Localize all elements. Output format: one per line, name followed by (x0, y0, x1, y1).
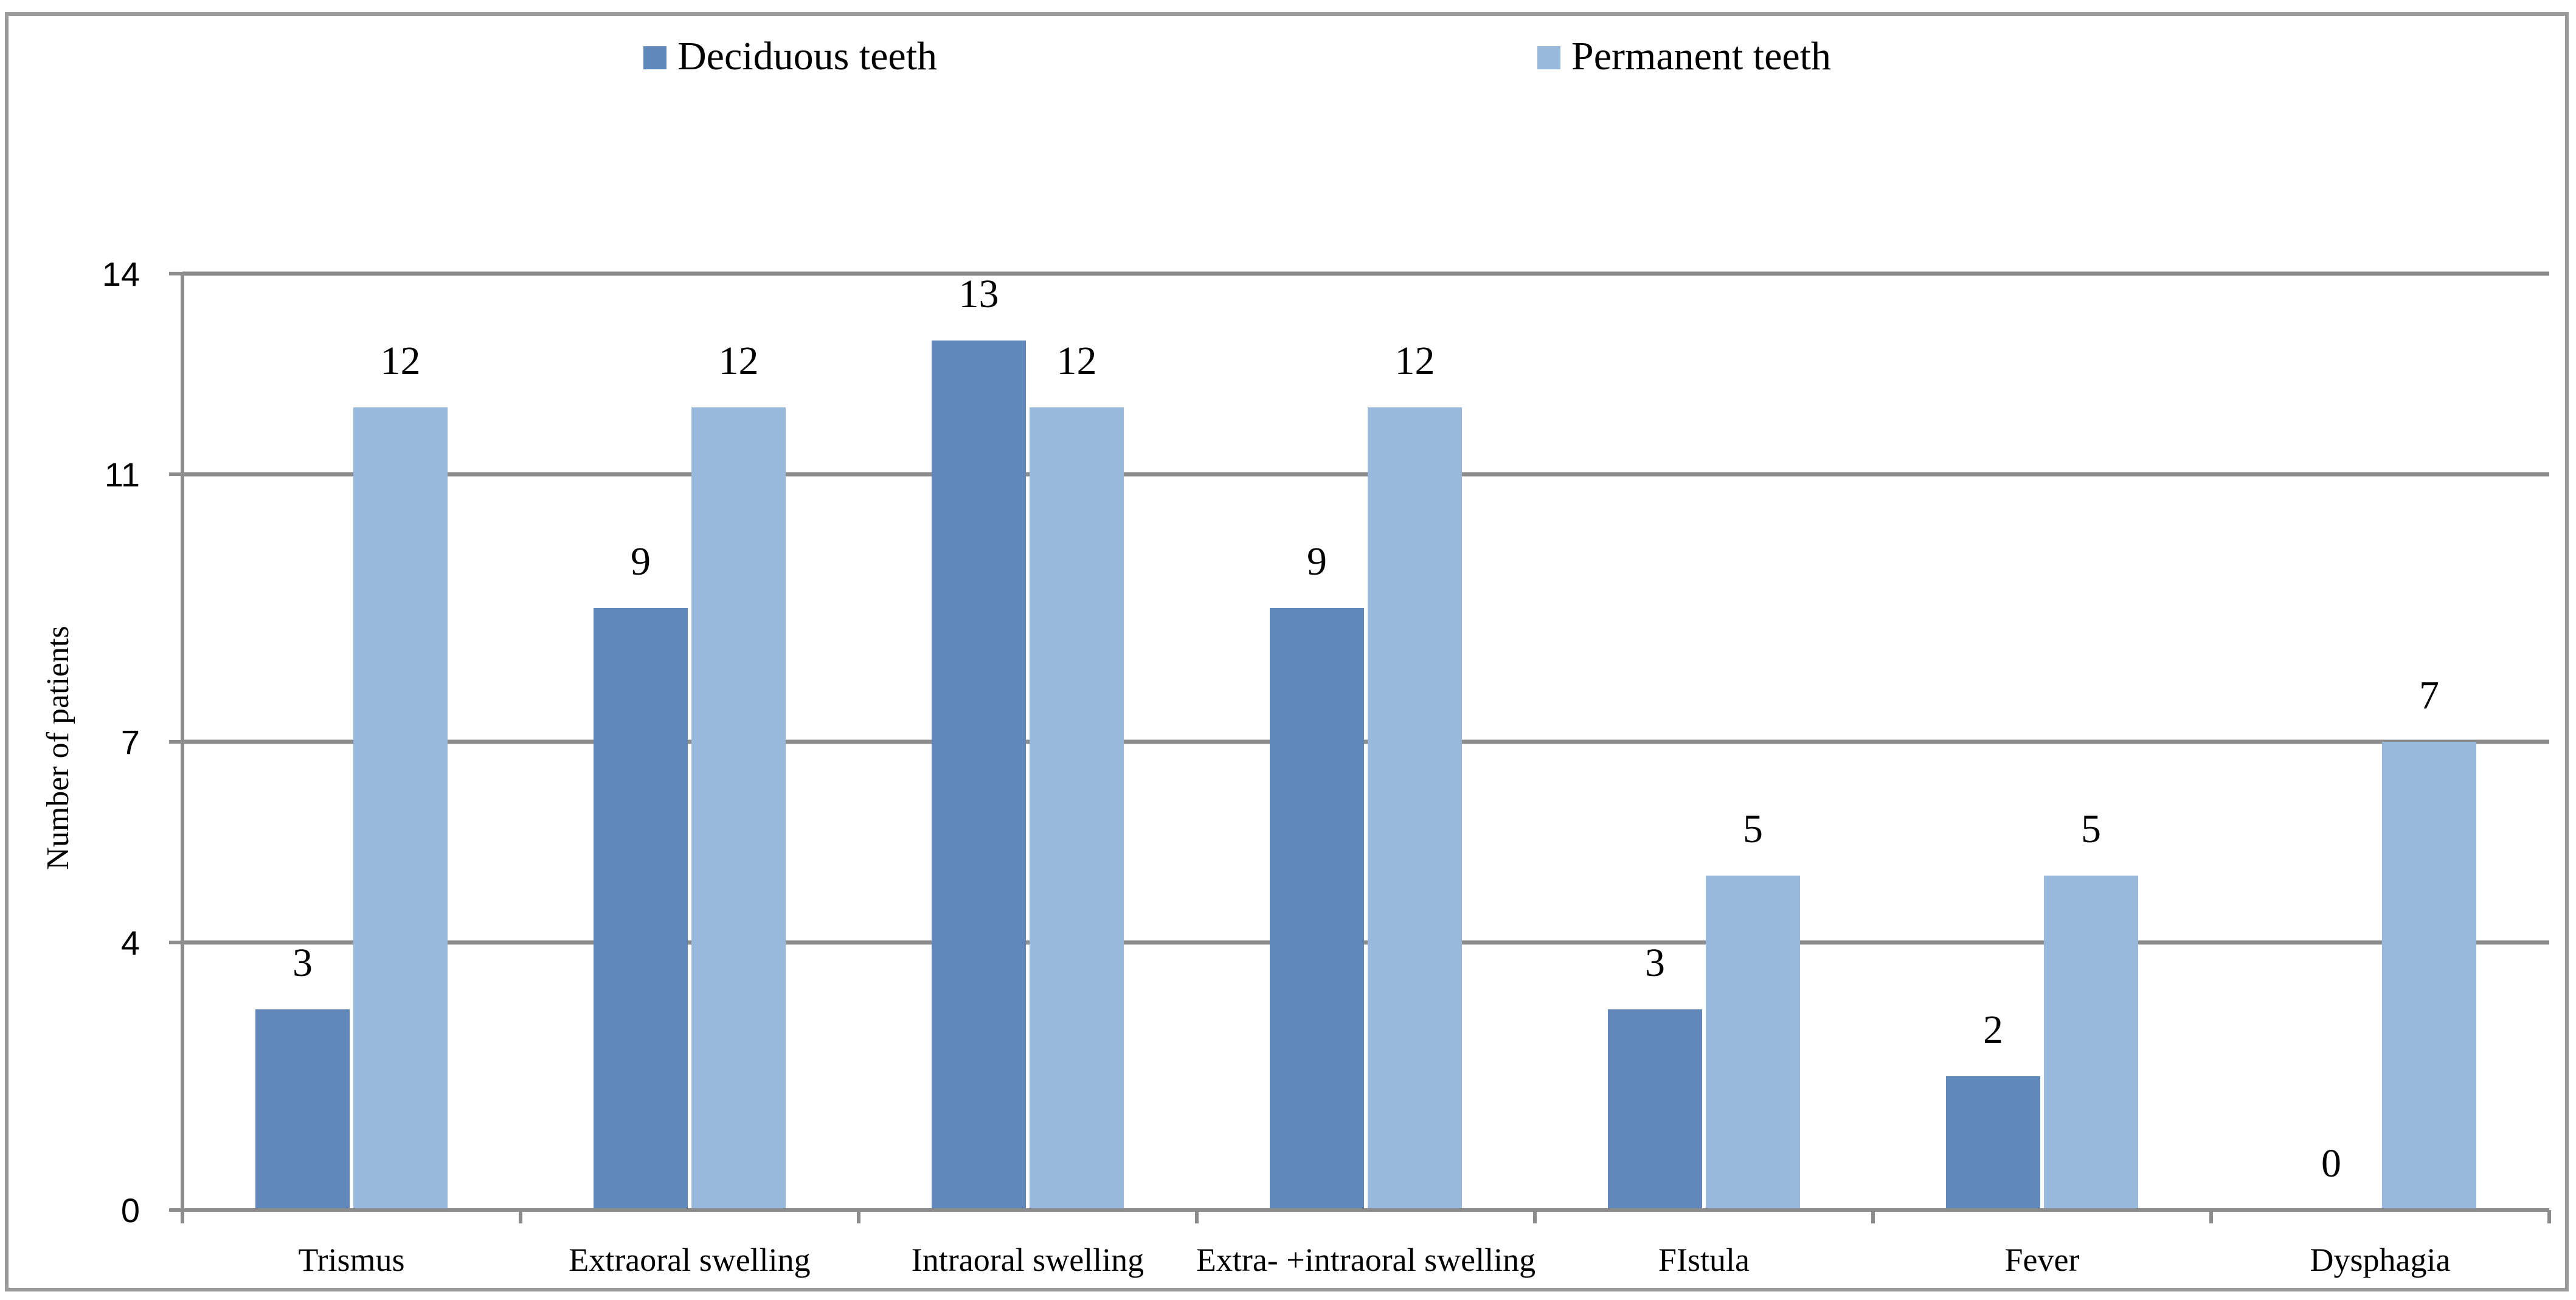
bar-deciduous (1608, 1009, 1702, 1210)
data-label: 0 (2321, 1141, 2341, 1186)
x-category-label: Extraoral swelling (569, 1242, 810, 1278)
bar-permanent (353, 407, 448, 1210)
data-label: 5 (2081, 807, 2101, 851)
x-category-label: Extra- +intraoral swelling (1196, 1242, 1536, 1278)
data-label: 3 (1645, 941, 1665, 985)
y-tick-label: 14 (102, 255, 140, 293)
legend-label: Deciduous teeth (677, 34, 937, 78)
data-label: 12 (719, 339, 759, 383)
x-category-label: Intraoral swelling (912, 1242, 1144, 1278)
y-tick-label: 0 (121, 1191, 140, 1229)
legend-swatch (1537, 46, 1560, 69)
data-label: 7 (2419, 673, 2439, 717)
bar-deciduous (932, 341, 1026, 1210)
data-label: 3 (293, 941, 313, 985)
legend-swatch (643, 46, 667, 69)
gridlines (182, 271, 2549, 945)
data-label: 9 (631, 539, 651, 584)
y-axis-title: Number of patients (41, 626, 75, 870)
y-tick-label: 11 (105, 455, 140, 494)
x-category-label: FIstula (1658, 1242, 1750, 1278)
data-label: 12 (381, 339, 421, 383)
labels: 0 4 7 11 14 Trismus 3 12 Extraoral swelling 9 12 In… (102, 255, 2451, 1278)
y-tick-label: 7 (121, 723, 140, 761)
bar-permanent (2044, 876, 2138, 1210)
bar-deciduous (255, 1009, 350, 1210)
bar-permanent (1368, 407, 1462, 1210)
data-label: 9 (1307, 539, 1327, 584)
bar-permanent (1030, 407, 1124, 1210)
data-label: 12 (1395, 339, 1435, 383)
bar-deciduous (594, 608, 688, 1210)
y-tick-label: 4 (121, 924, 140, 962)
bar-deciduous (1946, 1076, 2040, 1210)
bars (255, 341, 2476, 1210)
bar-deciduous (1270, 608, 1364, 1210)
bar-permanent (1706, 876, 1800, 1210)
data-label: 13 (959, 272, 999, 316)
data-label: 5 (1743, 807, 1763, 851)
data-label: 2 (1983, 1008, 2003, 1052)
x-category-label: Fever (2005, 1242, 2080, 1278)
legend-label: Permanent teeth (1571, 34, 1831, 78)
bar-permanent (691, 407, 786, 1210)
bar-permanent (2382, 742, 2476, 1210)
x-category-label: Dysphagia (2310, 1242, 2451, 1278)
axes (169, 272, 2551, 1223)
data-label: 12 (1057, 339, 1097, 383)
x-category-label: Trismus (298, 1242, 404, 1278)
legend: Deciduous teeth Permanent teeth (643, 34, 1831, 78)
